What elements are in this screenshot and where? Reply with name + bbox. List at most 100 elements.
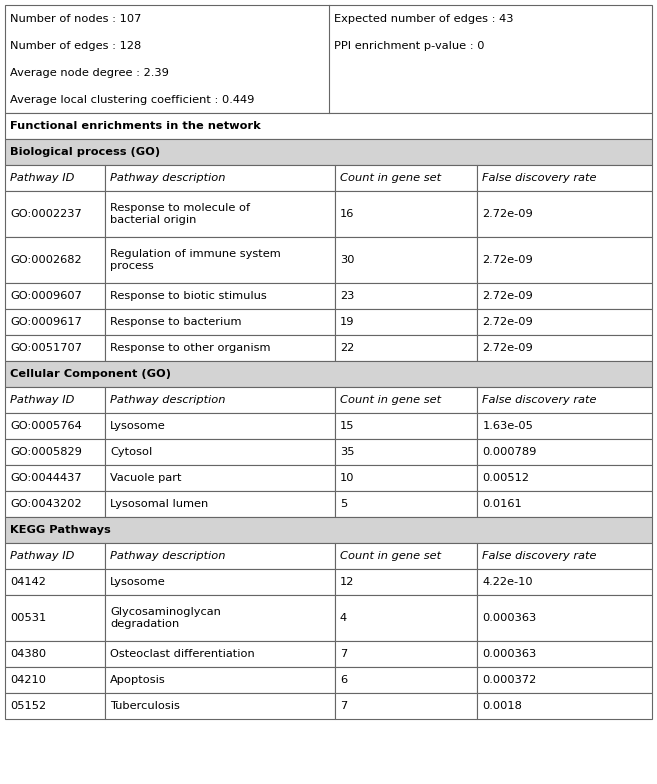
- Bar: [335, 543, 477, 569]
- Bar: [5, 387, 105, 413]
- Text: Vacuole part: Vacuole part: [110, 473, 182, 483]
- Bar: [105, 491, 335, 517]
- Bar: [5, 491, 105, 517]
- Bar: [335, 191, 477, 237]
- Bar: [105, 667, 335, 693]
- Text: False discovery rate: False discovery rate: [482, 395, 597, 405]
- Bar: [5, 465, 105, 491]
- Text: 0.000789: 0.000789: [482, 447, 537, 457]
- Bar: [477, 491, 652, 517]
- Text: 0.000372: 0.000372: [482, 675, 537, 685]
- Bar: [5, 139, 652, 165]
- Text: Glycosaminoglycan
degradation: Glycosaminoglycan degradation: [110, 607, 221, 630]
- Text: KEGG Pathways: KEGG Pathways: [10, 525, 111, 535]
- Bar: [335, 165, 477, 191]
- Text: GO:0009617: GO:0009617: [10, 317, 82, 327]
- Text: 2.72e-09: 2.72e-09: [482, 209, 533, 219]
- Bar: [335, 413, 477, 439]
- Text: 22: 22: [340, 343, 354, 353]
- Bar: [335, 237, 477, 283]
- Text: 7: 7: [340, 649, 347, 659]
- Text: Number of edges : 128: Number of edges : 128: [10, 41, 141, 50]
- Text: Biological process (GO): Biological process (GO): [10, 147, 160, 157]
- Bar: [105, 283, 335, 309]
- Text: 4.22e-10: 4.22e-10: [482, 577, 533, 587]
- Text: 2.72e-09: 2.72e-09: [482, 291, 533, 301]
- Bar: [477, 465, 652, 491]
- Text: 30: 30: [340, 255, 355, 265]
- Text: GO:0043202: GO:0043202: [10, 499, 81, 509]
- Bar: [335, 387, 477, 413]
- Bar: [5, 113, 652, 139]
- Text: Functional enrichments in the network: Functional enrichments in the network: [10, 121, 261, 131]
- Text: GO:0009607: GO:0009607: [10, 291, 82, 301]
- Text: 7: 7: [340, 701, 347, 711]
- Text: Pathway ID: Pathway ID: [10, 395, 74, 405]
- Text: False discovery rate: False discovery rate: [482, 551, 597, 561]
- Text: Average node degree : 2.39: Average node degree : 2.39: [10, 67, 169, 78]
- Bar: [477, 569, 652, 595]
- Text: 0.00512: 0.00512: [482, 473, 530, 483]
- Text: Lysosome: Lysosome: [110, 421, 166, 431]
- Text: Tuberculosis: Tuberculosis: [110, 701, 180, 711]
- Bar: [335, 309, 477, 335]
- Bar: [477, 237, 652, 283]
- Text: 10: 10: [340, 473, 355, 483]
- Bar: [5, 335, 105, 361]
- Text: 15: 15: [340, 421, 355, 431]
- Bar: [477, 309, 652, 335]
- Bar: [105, 465, 335, 491]
- Text: 12: 12: [340, 577, 354, 587]
- Bar: [5, 517, 652, 543]
- Bar: [105, 309, 335, 335]
- Bar: [477, 439, 652, 465]
- Text: 6: 6: [340, 675, 347, 685]
- Bar: [5, 439, 105, 465]
- Text: 2.72e-09: 2.72e-09: [482, 255, 533, 265]
- Bar: [105, 165, 335, 191]
- Text: Pathway description: Pathway description: [110, 173, 226, 183]
- Bar: [105, 595, 335, 641]
- Text: Cytosol: Cytosol: [110, 447, 152, 457]
- Bar: [335, 465, 477, 491]
- Bar: [335, 335, 477, 361]
- Bar: [105, 191, 335, 237]
- Text: Pathway ID: Pathway ID: [10, 551, 74, 561]
- Bar: [5, 543, 105, 569]
- Bar: [5, 361, 652, 387]
- Text: GO:0044437: GO:0044437: [10, 473, 81, 483]
- Text: Osteoclast differentiation: Osteoclast differentiation: [110, 649, 255, 659]
- Text: 0.000363: 0.000363: [482, 613, 537, 623]
- Bar: [335, 641, 477, 667]
- Text: Response to molecule of
bacterial origin: Response to molecule of bacterial origin: [110, 202, 250, 226]
- Text: Number of nodes : 107: Number of nodes : 107: [10, 13, 141, 24]
- Bar: [477, 335, 652, 361]
- Text: False discovery rate: False discovery rate: [482, 173, 597, 183]
- Text: 04380: 04380: [10, 649, 46, 659]
- Text: Pathway description: Pathway description: [110, 395, 226, 405]
- Bar: [5, 237, 105, 283]
- Text: Pathway description: Pathway description: [110, 551, 226, 561]
- Bar: [105, 387, 335, 413]
- Bar: [105, 543, 335, 569]
- Text: 23: 23: [340, 291, 354, 301]
- Text: 05152: 05152: [10, 701, 46, 711]
- Bar: [335, 569, 477, 595]
- Bar: [5, 191, 105, 237]
- Bar: [5, 5, 652, 113]
- Text: Response to biotic stimulus: Response to biotic stimulus: [110, 291, 267, 301]
- Text: Average local clustering coefficient : 0.449: Average local clustering coefficient : 0…: [10, 95, 254, 104]
- Text: 5: 5: [340, 499, 347, 509]
- Text: 16: 16: [340, 209, 354, 219]
- Text: 4: 4: [340, 613, 347, 623]
- Bar: [5, 309, 105, 335]
- Bar: [5, 641, 105, 667]
- Bar: [335, 667, 477, 693]
- Bar: [477, 595, 652, 641]
- Text: GO:0002682: GO:0002682: [10, 255, 81, 265]
- Bar: [477, 693, 652, 719]
- Text: 0.0018: 0.0018: [482, 701, 522, 711]
- Bar: [105, 335, 335, 361]
- Bar: [105, 413, 335, 439]
- Bar: [477, 165, 652, 191]
